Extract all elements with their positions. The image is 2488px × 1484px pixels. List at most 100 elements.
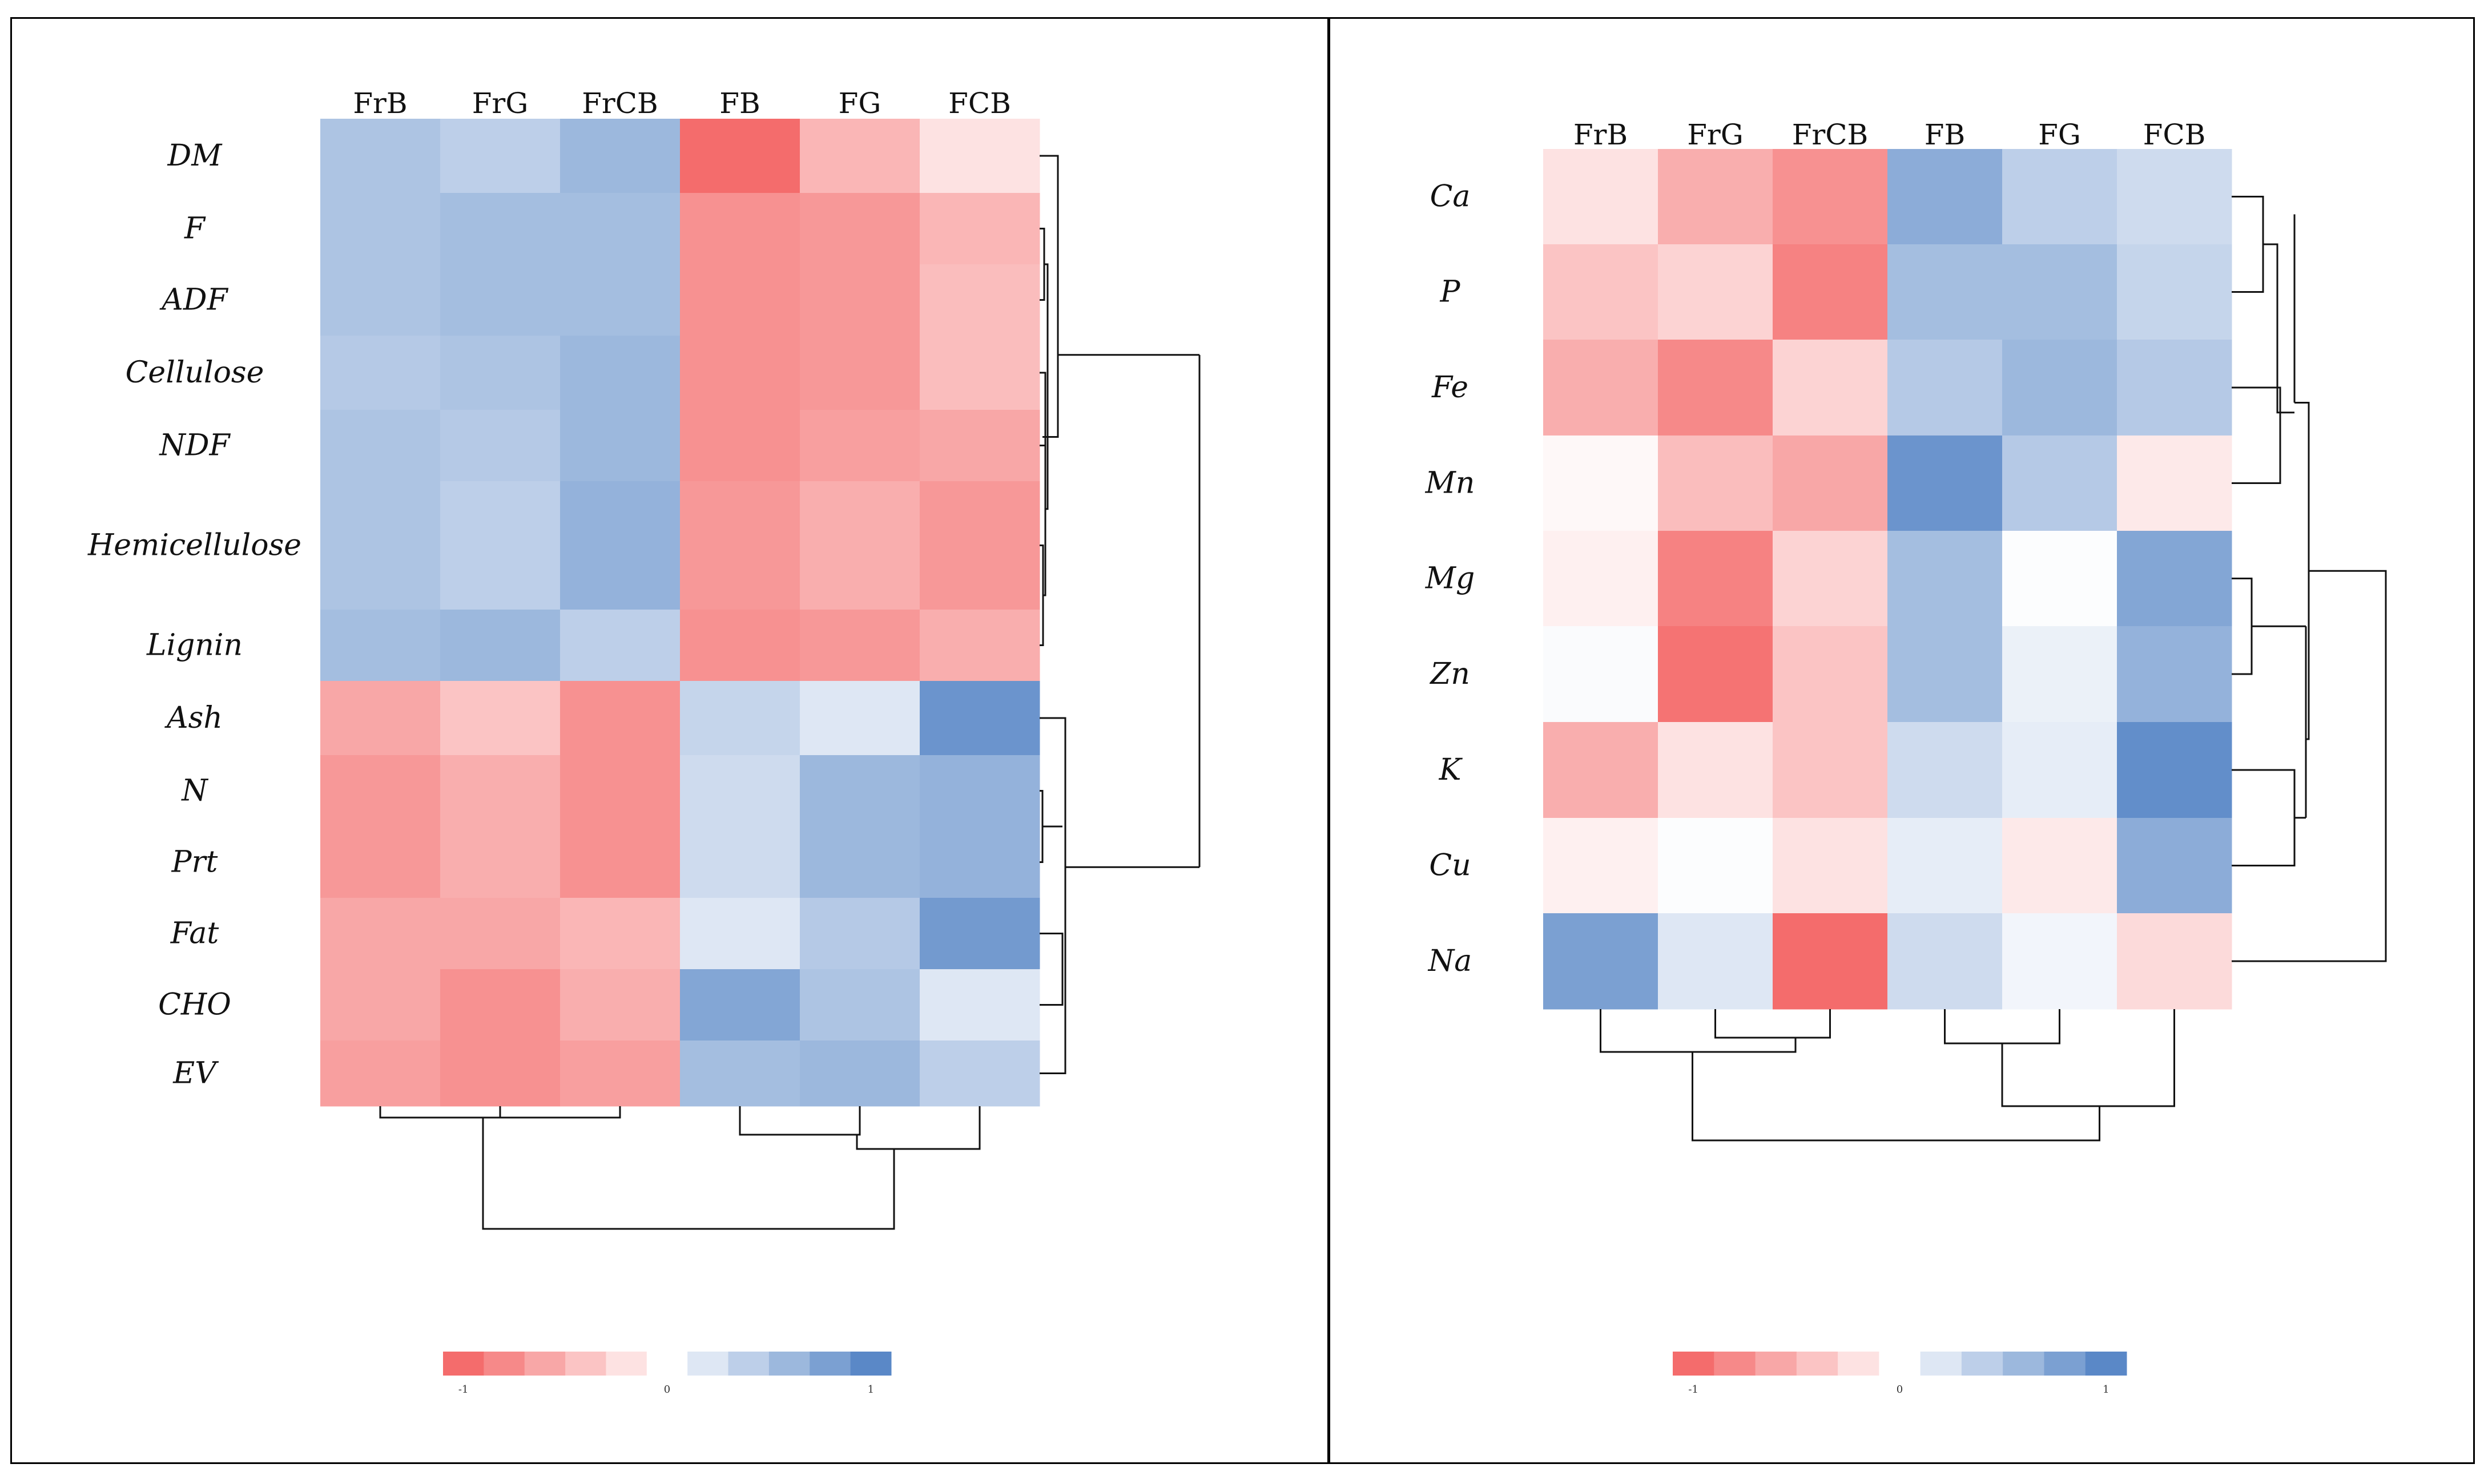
heatmap-cell <box>800 1041 920 1107</box>
dendrogram <box>1600 196 2387 1142</box>
heatmap-cell <box>2117 913 2232 1010</box>
colorbar-tick-label: 1 <box>2103 1384 2109 1396</box>
dendrogram-branch <box>2001 1009 2175 1107</box>
heatmap-cell <box>1658 340 1773 436</box>
heatmap-cell <box>320 264 441 336</box>
heatmap-cell <box>2002 435 2117 531</box>
heatmap-cell <box>2117 531 2232 627</box>
heatmap-cell <box>920 681 1040 756</box>
heatmap-cell <box>320 410 441 482</box>
dendrogram-branch <box>856 1106 981 1150</box>
column-label: FrCB <box>1792 118 1869 151</box>
heatmap-cell <box>440 119 561 193</box>
heatmap-cell <box>1773 435 1888 531</box>
heatmap-cell <box>800 193 920 265</box>
heatmap-cell <box>920 1041 1040 1107</box>
heatmap-cell <box>2002 244 2117 340</box>
dendrogram-branch <box>1600 1009 1797 1053</box>
colorbar-swatch <box>565 1352 606 1376</box>
colorbar-swatch <box>1838 1352 1879 1376</box>
dendrogram-branch <box>1040 790 1044 863</box>
heatmap-cell <box>1658 244 1773 340</box>
heatmap-cell <box>2002 340 2117 436</box>
row-label: Mg <box>1425 562 1475 596</box>
heatmap-cell <box>680 681 800 756</box>
heatmap-cell <box>440 1041 561 1107</box>
row-label: Na <box>1427 944 1472 978</box>
dendrogram-branch <box>2232 386 2281 484</box>
heatmap-cell <box>320 826 441 898</box>
dendrogram-branch <box>1040 933 1064 1006</box>
heatmap-cell <box>2117 340 2232 436</box>
heatmap-cell <box>440 336 561 410</box>
heatmap-cell <box>920 193 1040 265</box>
heatmap-cell <box>1887 722 2003 818</box>
colorbar-swatch <box>687 1352 729 1376</box>
heatmap-cell <box>1543 722 1658 818</box>
heatmap-cell <box>320 755 441 827</box>
heatmap-cell <box>800 826 920 898</box>
colorbar-tick-label: 0 <box>664 1384 670 1396</box>
heatmap-cell <box>920 969 1040 1041</box>
colorbar-swatch <box>1796 1352 1838 1376</box>
dendrogram-branch <box>2232 196 2264 293</box>
row-label: N <box>180 774 208 808</box>
colorbar-tick-label: -1 <box>458 1384 469 1396</box>
heatmap-cell <box>440 969 561 1041</box>
heatmap-cell <box>320 969 441 1041</box>
heatmap-cell <box>1658 435 1773 531</box>
column-label: FB <box>719 87 760 120</box>
heatmap-cell <box>680 336 800 410</box>
heatmap-cell <box>560 193 681 265</box>
heatmap-cell <box>1543 818 1658 914</box>
heatmap-left: FrB FrG FrCB FB FG FCB DM F ADF Cellulose NDF Hemic… <box>87 87 1201 1396</box>
heatmap-cell <box>440 681 561 756</box>
dendrogram-branch <box>1040 545 1044 646</box>
heatmap-cell <box>680 119 800 193</box>
heatmap-cell <box>560 264 681 336</box>
dendrogram-branch <box>1040 228 1045 301</box>
row-label: Ca <box>1430 180 1471 214</box>
heatmap-cell <box>320 119 441 193</box>
heatmap-cell <box>440 481 561 610</box>
row-label: DM <box>167 139 223 173</box>
heatmap-cell <box>680 193 800 265</box>
heatmap-cell <box>920 898 1040 970</box>
heatmap-panel-left: FrB FrG FrCB FB FG FCB DM F ADF Cellulose NDF Hemic… <box>10 17 1329 1464</box>
row-label: Prt <box>171 845 218 880</box>
colorbar-swatch <box>1961 1352 2003 1376</box>
heatmap-cell <box>320 193 441 265</box>
row-label: K <box>1439 753 1463 787</box>
row-label: Mn <box>1425 466 1475 501</box>
heatmap-cell <box>2002 818 2117 914</box>
heatmap-cell <box>2117 149 2232 245</box>
heatmap-cell <box>800 755 920 827</box>
dendrogram-branch <box>1040 717 1066 1074</box>
heatmap-cell <box>800 410 920 482</box>
heatmap-cell <box>800 264 920 336</box>
heatmap-cell <box>1658 818 1773 914</box>
colorbar-swatch <box>606 1352 647 1376</box>
colorbar-tick-label: -1 <box>1688 1384 1698 1396</box>
heatmap-cell <box>1543 149 1658 245</box>
colorbar-swatch <box>1920 1352 1962 1376</box>
heatmap-cell <box>2117 244 2232 340</box>
heatmap-cell <box>440 410 561 482</box>
heatmap-cell <box>920 826 1040 898</box>
heatmap-cell <box>920 755 1040 827</box>
heatmap-cell <box>440 264 561 336</box>
dendrogram-branch <box>1040 155 1059 438</box>
heatmap-cell <box>2117 435 2232 531</box>
heatmap-cell <box>1887 435 2003 531</box>
heatmap-cell <box>920 119 1040 193</box>
heatmap-cell <box>1658 626 1773 723</box>
heatmap-cell <box>680 610 800 681</box>
heatmap-cells <box>320 119 1040 1107</box>
heatmap-cell <box>2002 149 2117 245</box>
colorbar-swatch <box>1755 1352 1797 1376</box>
row-label: F <box>184 212 206 246</box>
colorbar-swatch <box>2085 1352 2127 1376</box>
heatmap-cell <box>440 610 561 681</box>
heatmap-cell <box>560 610 681 681</box>
heatmap-cell <box>560 898 681 970</box>
